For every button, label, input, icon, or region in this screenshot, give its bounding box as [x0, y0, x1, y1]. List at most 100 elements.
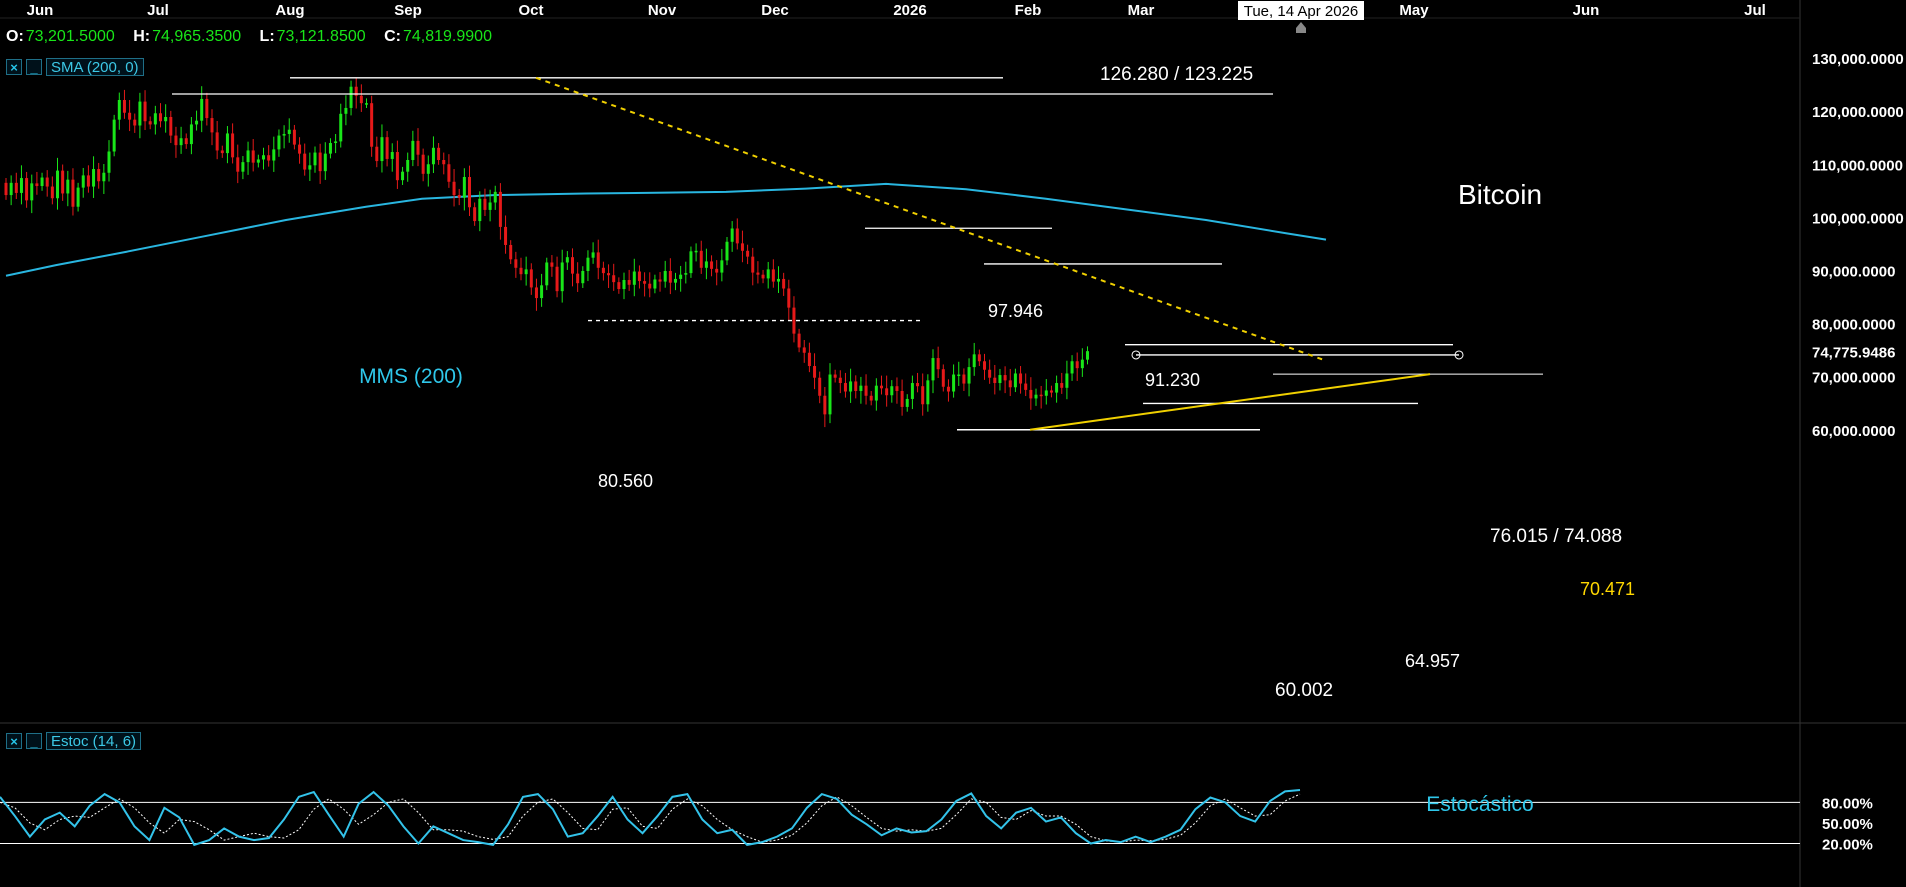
- candle-107: [555, 256, 559, 298]
- candle-155: [802, 340, 806, 363]
- candle-body: [988, 369, 992, 378]
- candle-84: [437, 143, 441, 165]
- level-label-97946: 97.946: [988, 301, 1043, 321]
- candle-95: [493, 185, 497, 210]
- candle-103: [534, 278, 538, 311]
- candle-body: [957, 374, 961, 377]
- candle-166: [859, 376, 863, 404]
- price-tick-0: 130,000.0000: [1812, 51, 1904, 68]
- candle-body: [540, 285, 544, 299]
- candle-body: [632, 271, 636, 285]
- stochastic-legend-label[interactable]: Estoc (14, 6): [46, 732, 142, 750]
- level-label-91230: 91.230: [1145, 370, 1200, 390]
- candle-body: [874, 385, 878, 401]
- candle-body: [164, 116, 168, 122]
- candle-173: [895, 377, 899, 404]
- candle-body: [704, 261, 708, 268]
- candle-body: [251, 150, 255, 163]
- candle-45: [236, 144, 240, 184]
- candle-99: [514, 251, 518, 278]
- candle-177: [916, 372, 920, 393]
- candle-129: [668, 258, 672, 295]
- candle-108: [560, 249, 564, 303]
- candle-body: [40, 177, 44, 187]
- candle-body: [715, 268, 719, 273]
- candle-body: [76, 187, 80, 207]
- candle-body: [756, 272, 760, 275]
- candle-body: [61, 170, 65, 194]
- candle-body: [328, 143, 332, 154]
- candle-body: [406, 160, 410, 172]
- candle-body: [1044, 390, 1048, 396]
- candle-28: [148, 116, 152, 130]
- candle-141: [730, 221, 734, 252]
- candle-188: [972, 342, 976, 376]
- candle-32: [169, 110, 173, 144]
- candle-117: [607, 264, 611, 288]
- candle-body: [97, 169, 101, 182]
- candle-4: [25, 171, 29, 208]
- candle-body: [262, 155, 265, 160]
- sma-legend[interactable]: × _ SMA (200, 0): [6, 57, 144, 77]
- candle-153: [792, 296, 796, 343]
- candle-body: [1049, 390, 1053, 393]
- candle-body: [689, 251, 693, 274]
- candle-body: [921, 386, 925, 405]
- candle-139: [720, 248, 724, 282]
- stochastic-legend[interactable]: × _ Estoc (14, 6): [6, 731, 142, 751]
- candle-199: [1029, 377, 1033, 410]
- candle-30: [159, 103, 162, 128]
- price-tick-6: 70,000.0000: [1812, 370, 1895, 387]
- minimize-icon[interactable]: _: [26, 733, 42, 749]
- candle-109: [565, 251, 569, 270]
- candle-50: [262, 147, 265, 170]
- candle-22: [117, 92, 121, 130]
- candle-126: [653, 274, 657, 294]
- candle-body: [571, 257, 574, 274]
- candle-210: [1086, 346, 1089, 365]
- candle-6: [35, 171, 39, 195]
- time-axis-label-12: Jul: [1744, 2, 1766, 19]
- candle-34: [179, 126, 183, 154]
- candle-110: [571, 248, 574, 287]
- candle-131: [679, 265, 683, 292]
- candle-body: [967, 367, 971, 384]
- candle-body: [256, 159, 260, 163]
- candle-49: [256, 154, 260, 168]
- crosshair-marker-icon: [1296, 22, 1306, 33]
- candle-body: [905, 398, 909, 407]
- candle-195: [1008, 368, 1012, 397]
- candle-130: [674, 272, 677, 291]
- candle-body: [313, 152, 317, 166]
- candle-167: [864, 374, 868, 405]
- candle-36: [189, 116, 193, 155]
- time-axis-label-7: 2026: [893, 2, 926, 19]
- close-x-icon[interactable]: ×: [6, 59, 22, 75]
- level-label-80560: 80.560: [598, 471, 653, 491]
- candle-85: [442, 152, 446, 175]
- candle-136: [704, 248, 708, 280]
- candle-23: [122, 89, 126, 119]
- time-axis-label-11: Jun: [1573, 2, 1600, 19]
- candle-142: [735, 218, 739, 250]
- stoch-tick-0: 80.00%: [1822, 795, 1873, 812]
- candle-body: [225, 133, 229, 154]
- candle-51: [267, 145, 271, 167]
- stoch-tick-2: 20.00%: [1822, 837, 1873, 854]
- drawing-tools[interactable]: 126.280 / 123.225 97.946 91.230 80.560 76.01…: [172, 64, 1635, 701]
- candle-82: [426, 155, 430, 187]
- level-label-70471: 70.471: [1580, 579, 1635, 599]
- candle-body: [761, 274, 765, 279]
- candle-113: [586, 250, 590, 282]
- candle-114: [591, 242, 595, 264]
- sma-legend-label[interactable]: SMA (200, 0): [46, 58, 144, 76]
- candle-75: [390, 143, 394, 172]
- candle-body: [1029, 389, 1033, 399]
- minimize-icon[interactable]: _: [26, 59, 42, 75]
- level-label-60002: 60.002: [1275, 680, 1333, 701]
- candle-body: [813, 366, 817, 378]
- candle-body: [854, 381, 858, 391]
- close-x-icon[interactable]: ×: [6, 733, 22, 749]
- candle-body: [308, 165, 312, 170]
